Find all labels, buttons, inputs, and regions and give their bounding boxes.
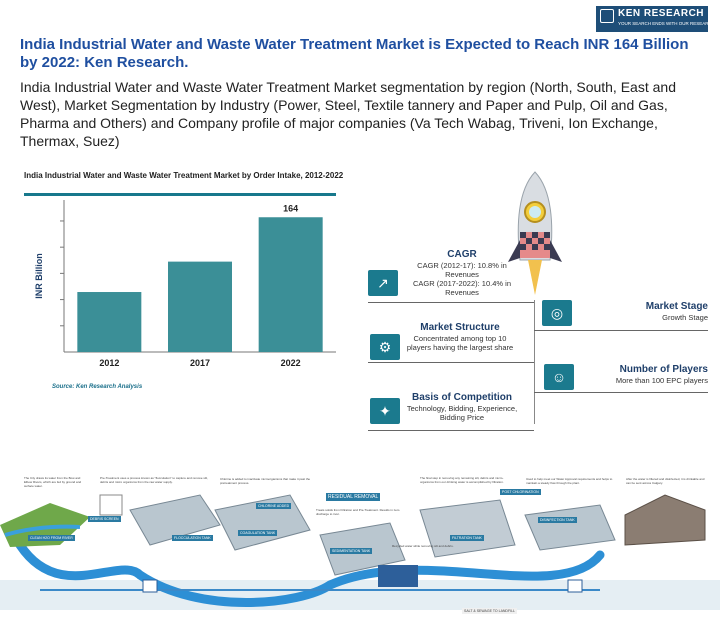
note-filtration: The final step in removing any remaining…: [420, 476, 504, 484]
logo-name: KEN RESEARCH: [618, 8, 705, 19]
market-structure-block: Market Structure Concentrated among top …: [402, 322, 518, 352]
market-stage-title: Market Stage: [645, 301, 708, 312]
cagr-title: CAGR: [447, 249, 477, 260]
note-pretreatment: Pre-Treatment uses a process known as "f…: [100, 476, 208, 484]
step-label-flocculation: FLOCCULATION TANK: [172, 535, 213, 541]
cagr-rule: [368, 302, 534, 303]
step-label-chlorine: CHLORINE ADDED: [256, 503, 292, 509]
market-stage-rule: [534, 330, 708, 331]
y-axis-label: INR Billion: [34, 253, 44, 299]
cagr-line-1: CAGR (2012-17): 10.8% in Revenues: [417, 261, 507, 279]
bar-2012: [77, 292, 142, 352]
step-label-coagulation: COAGULATION TANK: [238, 530, 278, 536]
cagr-block: CAGR CAGR (2012-17): 10.8% in Revenues C…: [402, 249, 522, 297]
meter-icon-left: [142, 579, 158, 593]
competition-icon: ✦: [370, 398, 400, 424]
market-structure-rule: [368, 362, 534, 363]
timeline-line: [534, 300, 535, 424]
x-tick-label-2012: 2012: [99, 358, 119, 368]
step-label-disinfection: DISINFECTION TANK: [538, 517, 577, 523]
bar-chart: INR Billion 2012 2017 2022 164: [34, 200, 336, 368]
data-label-2022: 164: [283, 203, 298, 213]
note-river: The City draws its water from the Bow an…: [24, 476, 82, 488]
note-disinfection: Used to help meet our Water Approval req…: [526, 477, 613, 485]
meter-icon-right: [567, 579, 583, 593]
note-drinkable: After the water is filtered and disinfec…: [626, 477, 705, 485]
ken-research-logo: KEN RESEARCH YOUR SEARCH ENDS WITH OUR R…: [596, 6, 715, 32]
filtration-tank-icon: [419, 499, 516, 558]
structure-icon: ⚙: [370, 334, 400, 360]
cagr-line-2: CAGR (2017-2022): 10.4% in Revenues: [413, 279, 511, 297]
players-value: More than 100 EPC players: [615, 376, 708, 385]
market-stage-block: Market Stage Growth Stage: [578, 301, 708, 322]
disinfection-tank-icon: [524, 504, 616, 551]
market-stage-value: Growth Stage: [662, 313, 708, 322]
subheading: India Industrial Water and Waste Water T…: [20, 79, 676, 149]
people-icon: ☺: [544, 364, 574, 390]
market-structure-value: Concentrated among top 10 players having…: [406, 334, 514, 352]
market-structure-title: Market Structure: [420, 322, 500, 333]
chart-title-rule: [24, 193, 336, 196]
x-tick-label-2022: 2022: [281, 358, 301, 368]
players-title: Number of Players: [619, 364, 708, 375]
chart-title: India Industrial Water and Waste Water T…: [24, 171, 344, 180]
competition-rule: [368, 430, 534, 431]
chart-source: Source: Ken Research Analysis: [52, 384, 143, 390]
step-label-debris: DEBRIS SCREEN: [88, 516, 121, 522]
water-flow-pipe: [15, 540, 605, 607]
bar-2017: [168, 261, 232, 352]
bar-2022: [258, 217, 323, 352]
note-chlorine: Chlorine is added to inactivate microorg…: [220, 477, 311, 485]
debris-screen-icon: [99, 494, 123, 516]
competition-title: Basis of Competition: [411, 392, 512, 403]
step-label-sedimentation: SEDIMENTATION TANK: [330, 548, 373, 554]
flocculation-tank-icon: [129, 494, 221, 546]
logo-mark-icon: [600, 9, 614, 23]
step-label-landfill: SALT & SEWAGE TO LANDFILL: [462, 608, 517, 614]
players-block: Number of Players More than 100 EPC play…: [578, 364, 708, 385]
note-recycled: Recycled water while removing silt and d…: [392, 544, 454, 548]
competition-block: Basis of Competition Technology, Bidding…: [402, 392, 522, 422]
logo-tagline: YOUR SEARCH ENDS WITH OUR RESEARCH: [618, 21, 716, 26]
step-label-post-chlorination: POST CHLORINATION: [500, 489, 541, 495]
players-rule: [534, 392, 708, 393]
step-label-river: CLEAN H2O FROM RIVER: [28, 535, 75, 541]
stage-icon: ◎: [542, 300, 572, 326]
rocket-icon: [508, 171, 562, 295]
growth-chart-icon: ↗: [368, 270, 398, 296]
house-icon: [624, 494, 706, 546]
headline: India Industrial Water and Waste Water T…: [20, 36, 689, 71]
x-tick-label-2017: 2017: [190, 358, 210, 368]
note-residual: Treats solids from Filtration and Pre-Tr…: [316, 508, 400, 516]
step-label-filtration: FILTRATION TANK: [450, 535, 484, 541]
competition-value: Technology, Bidding, Experience, Bidding…: [406, 404, 518, 422]
truck-icon: [378, 565, 418, 587]
step-label-residual: RESIDUAL REMOVAL: [326, 493, 381, 501]
